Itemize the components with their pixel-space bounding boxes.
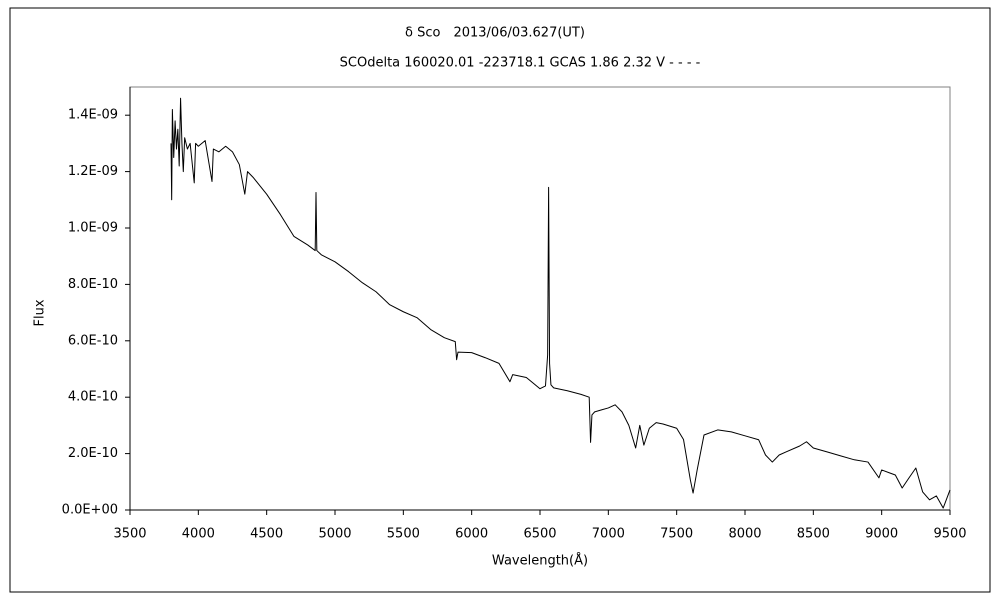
y-tick-label: 4.0E-10 xyxy=(68,390,118,405)
y-tick-label: 0.0E+00 xyxy=(62,503,118,518)
x-tick-label: 6500 xyxy=(523,527,556,542)
y-tick-label: 8.0E-10 xyxy=(68,277,118,292)
y-tick-label: 2.0E-10 xyxy=(68,446,118,461)
x-tick-label: 7000 xyxy=(592,527,625,542)
y-tick-label: 1.0E-09 xyxy=(68,221,118,236)
x-tick-label: 4000 xyxy=(182,527,215,542)
x-tick-label: 3500 xyxy=(113,527,146,542)
y-tick-label: 6.0E-10 xyxy=(68,333,118,348)
x-axis-label: Wavelength(Å) xyxy=(492,553,588,569)
x-tick-label: 9500 xyxy=(933,527,966,542)
x-tick-label: 5000 xyxy=(318,527,351,542)
chart-subtitle: SCOdelta 160020.01 -223718.1 GCAS 1.86 2… xyxy=(340,56,701,71)
x-tick-label: 7500 xyxy=(660,527,693,542)
x-tick-label: 9000 xyxy=(865,527,898,542)
x-tick-label: 5500 xyxy=(387,527,420,542)
y-axis-label: Flux xyxy=(33,299,48,326)
chart-frame xyxy=(9,7,991,593)
x-tick-label: 6000 xyxy=(455,527,488,542)
spectrum-line xyxy=(170,97,951,509)
x-tick-label: 8500 xyxy=(797,527,830,542)
y-tick-label: 1.4E-09 xyxy=(68,108,118,123)
y-tick-label: 1.2E-09 xyxy=(68,164,118,179)
x-tick-label: 4500 xyxy=(250,527,283,542)
chart-title: δ Sco 2013/06/03.627(UT) xyxy=(405,26,585,41)
x-tick-label: 8000 xyxy=(728,527,761,542)
